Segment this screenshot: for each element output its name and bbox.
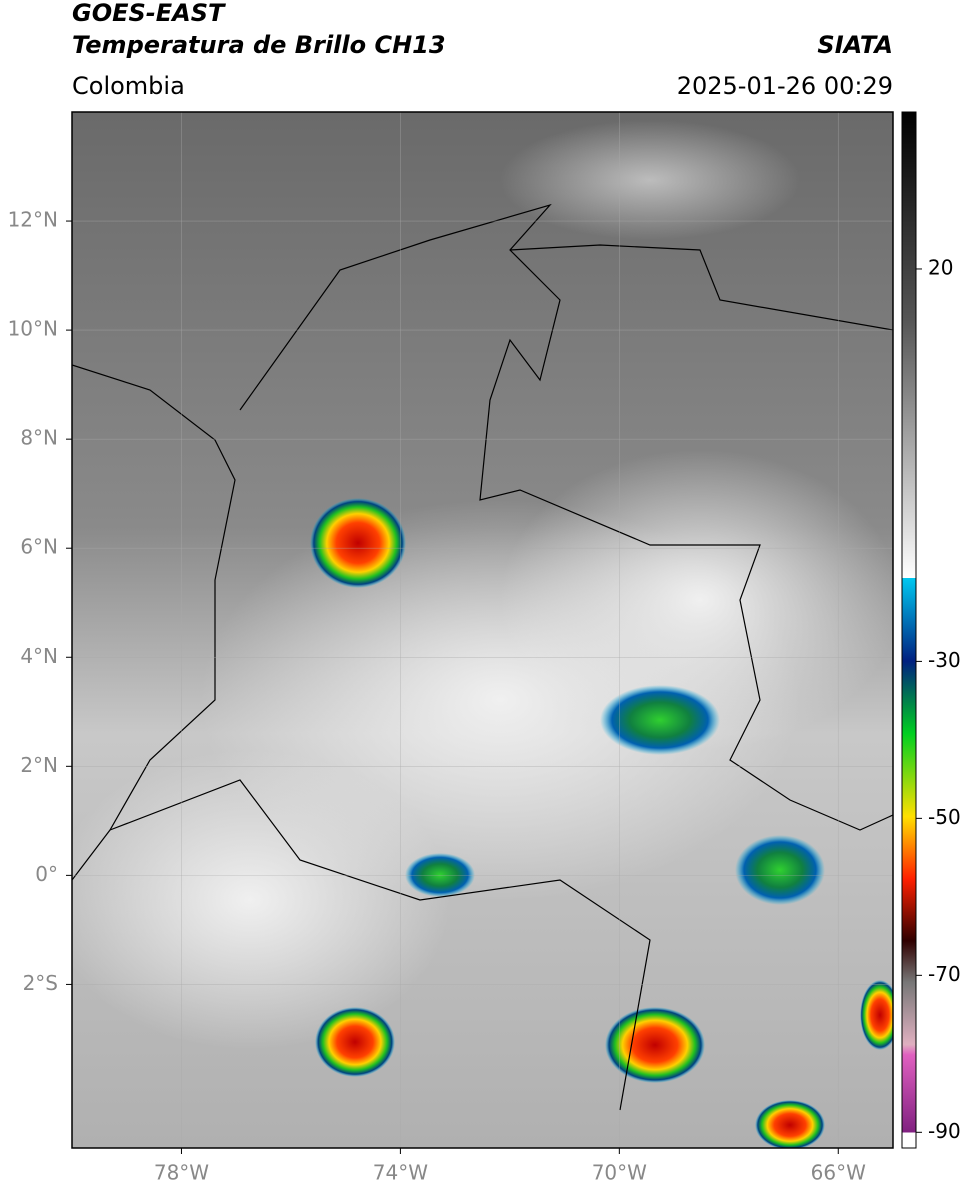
datetime: 2025-01-26 00:29 <box>677 72 893 100</box>
storm <box>405 853 475 897</box>
colorbar-tick-label: -30 <box>928 648 961 672</box>
y-tick-label: 0° <box>35 862 58 886</box>
storm <box>605 1007 705 1083</box>
y-tick-label: 8°N <box>20 426 58 450</box>
y-tick-label: 2°N <box>20 753 58 777</box>
y-tick-label: 4°N <box>20 644 58 668</box>
storm <box>860 980 893 1050</box>
x-tick-label: 78°W <box>154 1161 209 1185</box>
x-tick-label: 66°W <box>811 1161 866 1185</box>
storm <box>310 498 406 588</box>
cloud <box>500 120 800 240</box>
border <box>509 244 893 331</box>
cloud <box>72 750 450 1050</box>
satellite: GOES-EAST <box>72 0 226 27</box>
cloud <box>500 450 893 750</box>
border <box>72 364 236 881</box>
border <box>239 203 893 831</box>
y-tick-label: 12°N <box>8 208 58 232</box>
x-tick-label: 70°W <box>592 1161 647 1185</box>
source: SIATA <box>817 31 893 59</box>
colorbar-tick-label: -70 <box>928 962 961 986</box>
border <box>109 779 651 1111</box>
colorbar <box>901 111 917 1149</box>
y-tick-label: 10°N <box>8 317 58 341</box>
region: Colombia <box>72 72 185 100</box>
colorbar-tick-label: -90 <box>928 1119 961 1143</box>
colorbar-tick-label: 20 <box>928 255 953 279</box>
storm <box>735 835 825 905</box>
y-tick-label: 2°S <box>23 971 58 995</box>
storm <box>315 1007 395 1077</box>
map-frame <box>71 111 894 1149</box>
y-tick-label: 6°N <box>20 535 58 559</box>
storm <box>600 685 720 755</box>
x-tick-label: 74°W <box>373 1161 428 1185</box>
grid <box>72 112 893 1148</box>
storm <box>755 1100 825 1148</box>
colorbar-tick-label: -50 <box>928 805 961 829</box>
product: Temperatura de Brillo CH13 <box>72 31 446 59</box>
imagery <box>72 112 893 1148</box>
